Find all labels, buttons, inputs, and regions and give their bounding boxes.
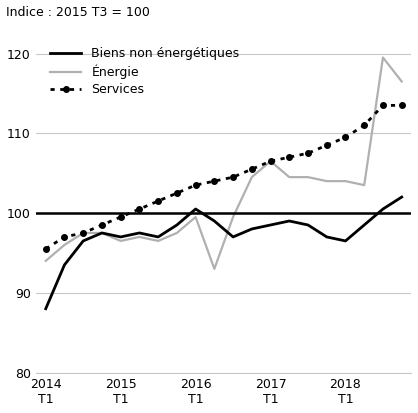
Services: [137, 206, 142, 211]
Énergie: [137, 235, 142, 240]
Services: [268, 159, 273, 164]
Biens non énergétiques: [81, 238, 86, 243]
Services: [62, 235, 67, 240]
Services: [193, 183, 198, 188]
Biens non énergétiques: [380, 206, 385, 211]
Services: [362, 123, 367, 128]
Services: [249, 167, 254, 172]
Services: [212, 179, 217, 184]
Biens non énergétiques: [43, 306, 48, 311]
Biens non énergétiques: [155, 235, 161, 240]
Biens non énergétiques: [62, 262, 67, 267]
Énergie: [306, 175, 311, 180]
Énergie: [380, 55, 385, 60]
Line: Énergie: Énergie: [46, 57, 402, 269]
Services: [343, 135, 348, 140]
Services: [231, 175, 236, 180]
Énergie: [343, 179, 348, 184]
Services: [306, 151, 311, 156]
Line: Services: Services: [43, 102, 405, 252]
Services: [81, 230, 86, 235]
Line: Biens non énergétiques: Biens non énergétiques: [46, 197, 402, 309]
Énergie: [118, 238, 123, 243]
Biens non énergétiques: [343, 238, 348, 243]
Biens non énergétiques: [324, 235, 329, 240]
Services: [399, 103, 404, 108]
Énergie: [287, 175, 292, 180]
Biens non énergétiques: [287, 218, 292, 223]
Biens non énergétiques: [193, 206, 198, 211]
Legend: Biens non énergétiques, Énergie, Services: Biens non énergétiques, Énergie, Service…: [50, 47, 240, 97]
Services: [155, 199, 161, 204]
Énergie: [193, 214, 198, 219]
Énergie: [249, 175, 254, 180]
Services: [380, 103, 385, 108]
Énergie: [99, 230, 104, 235]
Biens non énergétiques: [137, 230, 142, 235]
Énergie: [155, 238, 161, 243]
Services: [324, 143, 329, 148]
Services: [118, 214, 123, 219]
Énergie: [62, 242, 67, 247]
Biens non énergétiques: [268, 223, 273, 228]
Services: [287, 155, 292, 160]
Énergie: [212, 266, 217, 271]
Services: [43, 247, 48, 252]
Biens non énergétiques: [99, 230, 104, 235]
Services: [99, 223, 104, 228]
Biens non énergétiques: [212, 218, 217, 223]
Énergie: [43, 259, 48, 263]
Énergie: [399, 79, 404, 84]
Text: Indice : 2015 T3 = 100: Indice : 2015 T3 = 100: [6, 7, 150, 19]
Énergie: [231, 214, 236, 219]
Biens non énergétiques: [174, 223, 179, 228]
Énergie: [174, 230, 179, 235]
Énergie: [268, 159, 273, 164]
Biens non énergétiques: [306, 223, 311, 228]
Énergie: [81, 230, 86, 235]
Biens non énergétiques: [362, 223, 367, 228]
Énergie: [362, 183, 367, 188]
Biens non énergétiques: [399, 195, 404, 199]
Services: [174, 191, 179, 196]
Biens non énergétiques: [118, 235, 123, 240]
Biens non énergétiques: [249, 226, 254, 231]
Biens non énergétiques: [231, 235, 236, 240]
Énergie: [324, 179, 329, 184]
